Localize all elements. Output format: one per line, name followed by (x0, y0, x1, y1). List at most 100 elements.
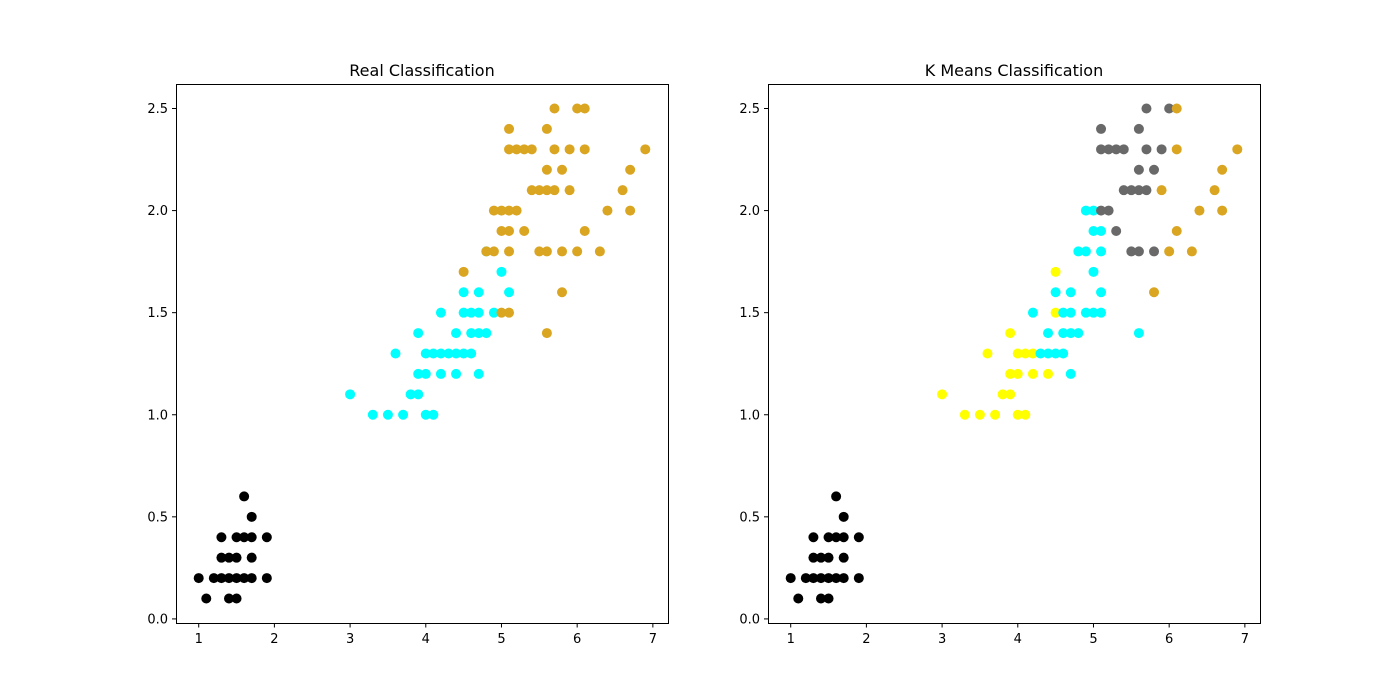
data-point (435, 348, 446, 359)
data-point (519, 144, 530, 155)
y-tick-label: 2.0 (739, 204, 760, 219)
data-point (594, 246, 605, 257)
y-tick-label: 2.5 (147, 102, 168, 117)
data-point (239, 573, 250, 584)
data-point (261, 532, 272, 543)
data-point (466, 348, 477, 359)
data-point (466, 307, 477, 318)
data-point (1126, 185, 1137, 196)
data-point (534, 185, 545, 196)
x-tick-label: 7 (1241, 632, 1249, 647)
data-point (1217, 205, 1228, 216)
data-point (974, 409, 985, 420)
series-5 (1149, 103, 1243, 298)
y-tick-label: 0.5 (739, 510, 760, 525)
data-point (1156, 144, 1167, 155)
data-point (838, 552, 849, 563)
data-point (1096, 226, 1107, 236)
data-point (937, 389, 948, 400)
data-point (1149, 246, 1160, 257)
data-point (1012, 409, 1023, 420)
data-point (640, 144, 651, 155)
x-tick-label: 1 (787, 632, 795, 647)
data-point (1088, 266, 1099, 277)
data-point (1088, 226, 1099, 236)
data-point (1133, 328, 1144, 339)
data-point (1149, 287, 1160, 298)
data-point (1012, 368, 1023, 379)
x-tick-label: 6 (1165, 632, 1173, 647)
data-point (831, 491, 842, 502)
data-point (246, 511, 257, 522)
y-tick-label: 2.5 (739, 102, 760, 117)
data-point (625, 164, 636, 175)
data-point (216, 532, 227, 543)
data-point (458, 287, 469, 298)
data-point (1005, 328, 1016, 339)
chart-title: K Means Classification (925, 61, 1103, 80)
data-point (1096, 205, 1107, 216)
y-tick-label: 0.0 (739, 612, 760, 627)
data-point (413, 328, 424, 339)
chart-panel-2: K Means Classification 1 2 3 4 5 6 7 0.0 0.5 1.0 1.… (739, 61, 1261, 647)
data-point (481, 246, 492, 257)
data-point (579, 226, 590, 236)
y-tick-label: 1.5 (739, 306, 760, 321)
data-point (511, 205, 522, 216)
data-point (443, 348, 454, 359)
data-point (1088, 205, 1099, 216)
data-point (541, 246, 552, 257)
data-point (420, 348, 431, 359)
data-point (1133, 123, 1144, 134)
data-point (420, 409, 431, 420)
data-point (808, 573, 819, 584)
data-point (1133, 164, 1144, 175)
data-point (838, 511, 849, 522)
data-point (982, 348, 993, 359)
data-point (473, 287, 484, 298)
data-point (617, 185, 628, 196)
data-point (526, 185, 537, 196)
data-point (504, 205, 515, 216)
data-point (793, 593, 804, 604)
data-point (1096, 246, 1107, 257)
data-point (1065, 307, 1076, 318)
x-tick-label: 2 (862, 632, 870, 647)
data-point (428, 409, 439, 420)
data-point (451, 368, 462, 379)
series-2 (345, 246, 515, 420)
data-point (1065, 328, 1076, 339)
data-point (1027, 307, 1038, 318)
data-point (451, 348, 462, 359)
data-point (541, 328, 552, 339)
data-point (534, 246, 545, 257)
data-point (496, 205, 507, 216)
data-point (246, 573, 257, 584)
data-point (496, 226, 507, 236)
data-point (466, 328, 477, 339)
x-tick-label: 2 (270, 632, 278, 647)
data-point (231, 573, 242, 584)
data-point (382, 409, 393, 420)
data-point (488, 205, 499, 216)
data-point (990, 409, 1001, 420)
data-point (223, 593, 234, 604)
data-point (1012, 348, 1023, 359)
y-tick-label: 0.5 (147, 510, 168, 525)
data-point (1186, 246, 1197, 257)
data-point (549, 144, 560, 155)
data-point (564, 185, 575, 196)
y-tick-label: 0.0 (147, 612, 168, 627)
data-point (831, 573, 842, 584)
data-point (541, 164, 552, 175)
data-point (488, 307, 499, 318)
data-point (1141, 185, 1152, 196)
series-1 (785, 491, 864, 604)
data-point (216, 552, 227, 563)
x-tick-label: 5 (1089, 632, 1097, 647)
data-point (1050, 348, 1061, 359)
data-point (1005, 389, 1016, 400)
data-point (1126, 246, 1137, 257)
data-point (1073, 246, 1084, 257)
